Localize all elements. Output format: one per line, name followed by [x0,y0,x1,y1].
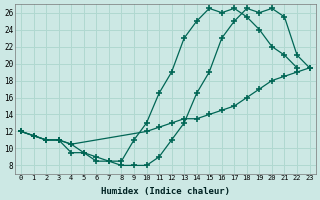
X-axis label: Humidex (Indice chaleur): Humidex (Indice chaleur) [101,187,230,196]
